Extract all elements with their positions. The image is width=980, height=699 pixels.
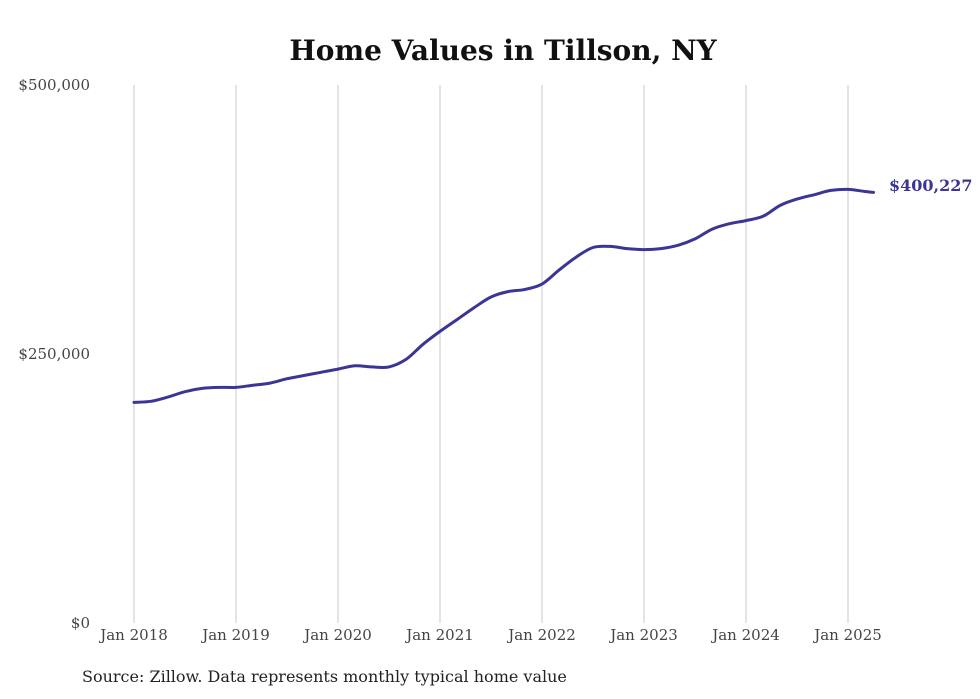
grid-layer [133,85,849,623]
end-value-label: $400,227 [889,176,973,195]
x-tick-label: Jan 2020 [302,626,372,644]
y-tick-label: $500,000 [18,76,90,94]
x-tick-label: Jan 2023 [608,626,678,644]
x-tick-label: Jan 2025 [812,626,882,644]
series-layer [132,187,875,404]
x-tick-label: Jan 2021 [404,626,474,644]
series-line [132,187,875,404]
x-tick-label: Jan 2018 [98,626,168,644]
x-axis-ticks: Jan 2018 Jan 2019 Jan 2020 Jan 2021 Jan 2022… [98,626,882,644]
source-note: Source: Zillow. Data represents monthly … [82,667,567,686]
y-tick-label: $0 [71,614,90,632]
x-tick-label: Jan 2019 [200,626,270,644]
y-tick-label: $250,000 [18,345,90,363]
y-axis-ticks: $0 $250,000 $500,000 [18,76,90,632]
x-tick-label: Jan 2024 [710,626,780,644]
x-tick-label: Jan 2022 [506,626,576,644]
chart-title: Home Values in Tillson, NY [289,34,717,67]
